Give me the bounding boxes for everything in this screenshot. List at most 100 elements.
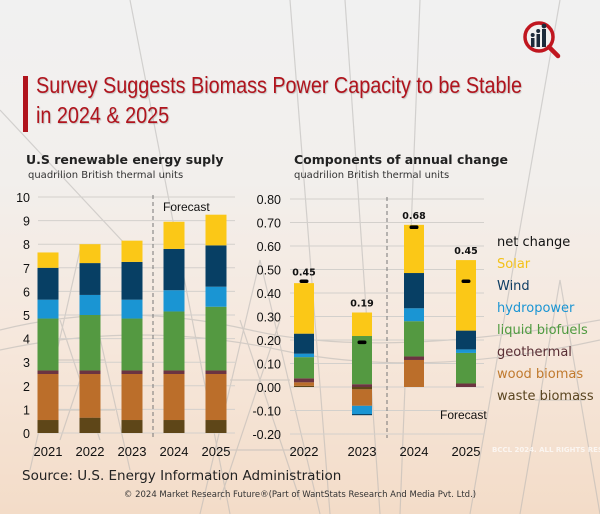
left-bar-2024-solar [163,221,185,249]
left-bar-2024-waste-biomass [163,420,185,433]
left-forecast-label: Forecast [163,200,210,214]
left-bar-2023-hydropower [121,299,143,319]
left-bar-2025-waste-biomass [205,420,227,433]
left-bar-2022-geothermal [79,370,101,374]
right-bar-2022-geothermal [294,378,314,383]
left-bar-2024-wood-biomas [163,374,185,421]
right-bar-2022-solar [294,283,314,334]
source-note: Source: U.S. Energy Information Administ… [22,468,342,484]
right-bar-2025-liquid-biofuels [456,352,476,384]
net-change-label-2025: 0.45 [454,246,477,257]
left-bar-2025-geothermal [205,370,227,374]
right-y-tick-label: -0.10 [253,405,282,419]
logo-icon [523,21,561,59]
legend-item-waste-biomass: waste biomass [497,389,594,404]
left-bar-2021-solar [37,252,59,268]
left-bar-2023-geothermal [121,370,143,374]
right-bar-2023-wood-biomas [352,389,372,406]
right-bar-2024-wind [404,273,424,309]
right-bar-2024-geothermal [404,356,424,360]
right-y-tick-label: 0.30 [257,311,281,325]
left-bar-2024-liquid-biofuels [163,311,185,371]
left-y-tick-label: 6 [23,285,30,299]
right-x-tick-label: 2024 [400,444,429,459]
right-bar-2022-liquid-biofuels [294,357,314,379]
right-bar-2023-solar [352,312,372,337]
left-y-tick-label: 3 [23,356,30,370]
right-x-tick-label: 2025 [452,444,481,459]
legend-item-liquid-biofuels: liquid biofuels [497,323,588,338]
left-bar-2022-liquid-biofuels [79,315,101,371]
left-bar-2021-liquid-biofuels [37,318,59,371]
net-change-label-2023: 0.19 [350,299,373,310]
left-bar-2021-waste-biomass [37,420,59,433]
right-bar-2023-wind [352,414,372,416]
right-y-tick-label: 0.40 [257,287,281,301]
left-bar-2023-wind [121,261,143,300]
legend-item-wood-biomas: wood biomas [497,367,584,382]
right-bar-2025-hydropower [456,349,476,353]
left-bar-2025-wood-biomas [205,374,227,421]
right-bar-2022-waste-biomass [294,385,314,387]
page-title: Survey Suggests Biomass Power Capacity t… [36,70,522,130]
left-bar-2022-waste-biomass [79,417,101,433]
left-bar-2021-wood-biomas [37,374,59,421]
right-bar-2023-geothermal [352,384,372,387]
right-bar-2025-geothermal [456,383,476,387]
net-change-marker-2024 [409,225,419,229]
right-bar-2024-solar [404,224,424,274]
right-bar-2022-wood-biomas [294,382,314,386]
net-change-marker-2023 [357,340,367,345]
left-bar-2022-wind [79,263,101,295]
left-bar-2023-solar [121,240,143,262]
legend-item-net-change: net change [497,235,571,250]
left-chart-subtitle: quadrilion British thermal units [28,170,184,181]
left-bar-2023-liquid-biofuels [121,318,143,371]
legend-item-geothermal: geothermal [497,345,572,360]
right-chart-title: Components of annual change [294,152,509,167]
left-y-tick-label: 10 [16,191,30,205]
right-bar-2023-hydropower [352,405,372,415]
left-x-tick-label: 2022 [76,444,105,459]
net-change-label-2024: 0.68 [402,211,426,222]
left-bar-2024-wind [163,248,185,291]
legend: net change Solar Wind hydropower liquid … [497,232,594,408]
right-y-tick-label: 0.00 [257,381,281,395]
left-y-tick-label: 8 [23,238,30,252]
left-bar-2025-hydropower [205,286,227,307]
left-bar-2021-wind [37,267,59,300]
right-y-tick-label: 0.20 [257,334,281,348]
left-y-tick-label: 1 [23,403,30,417]
left-bar-2025-solar [205,214,227,246]
right-bar-2024-hydropower [404,308,424,322]
title-line-1: Survey Suggests Biomass Power Capacity t… [36,72,522,98]
right-bar-2023-waste-biomass [352,387,372,390]
right-bar-2023-liquid-biofuels [352,336,372,385]
left-x-tick-label: 2025 [202,444,231,459]
right-bar-2025-solar [456,260,476,331]
legend-item-hydropower: hydropower [497,301,575,316]
right-y-tick-label: 0.50 [257,264,281,278]
left-bar-2022-hydropower [79,294,101,315]
left-bar-2025-liquid-biofuels [205,306,227,371]
left-y-tick-label: 5 [23,309,30,323]
left-bar-2023-waste-biomass [121,420,143,433]
left-y-tick-label: 7 [23,262,30,276]
left-y-tick-label: 2 [23,380,30,394]
left-bar-2022-wood-biomas [79,374,101,418]
left-bar-2021-hydropower [37,299,59,319]
net-change-label-2022: 0.45 [292,267,315,278]
right-x-tick-label: 2023 [348,444,377,459]
left-x-tick-label: 2024 [160,444,189,459]
left-x-tick-label: 2023 [118,444,147,459]
right-bar-2022-hydropower [294,353,314,358]
left-bar-2022-solar [79,244,101,264]
right-x-tick-label: 2022 [290,444,319,459]
watermark: BCCL 2024. ALL RIGHTS RESERVED [492,446,600,454]
right-bar-2024-liquid-biofuels [404,321,424,357]
right-y-tick-label: 0.60 [257,240,281,254]
left-bar-2025-wind [205,245,227,287]
left-chart-title: U.S renewable energy suply [26,152,224,167]
left-bar-2021-geothermal [37,370,59,374]
